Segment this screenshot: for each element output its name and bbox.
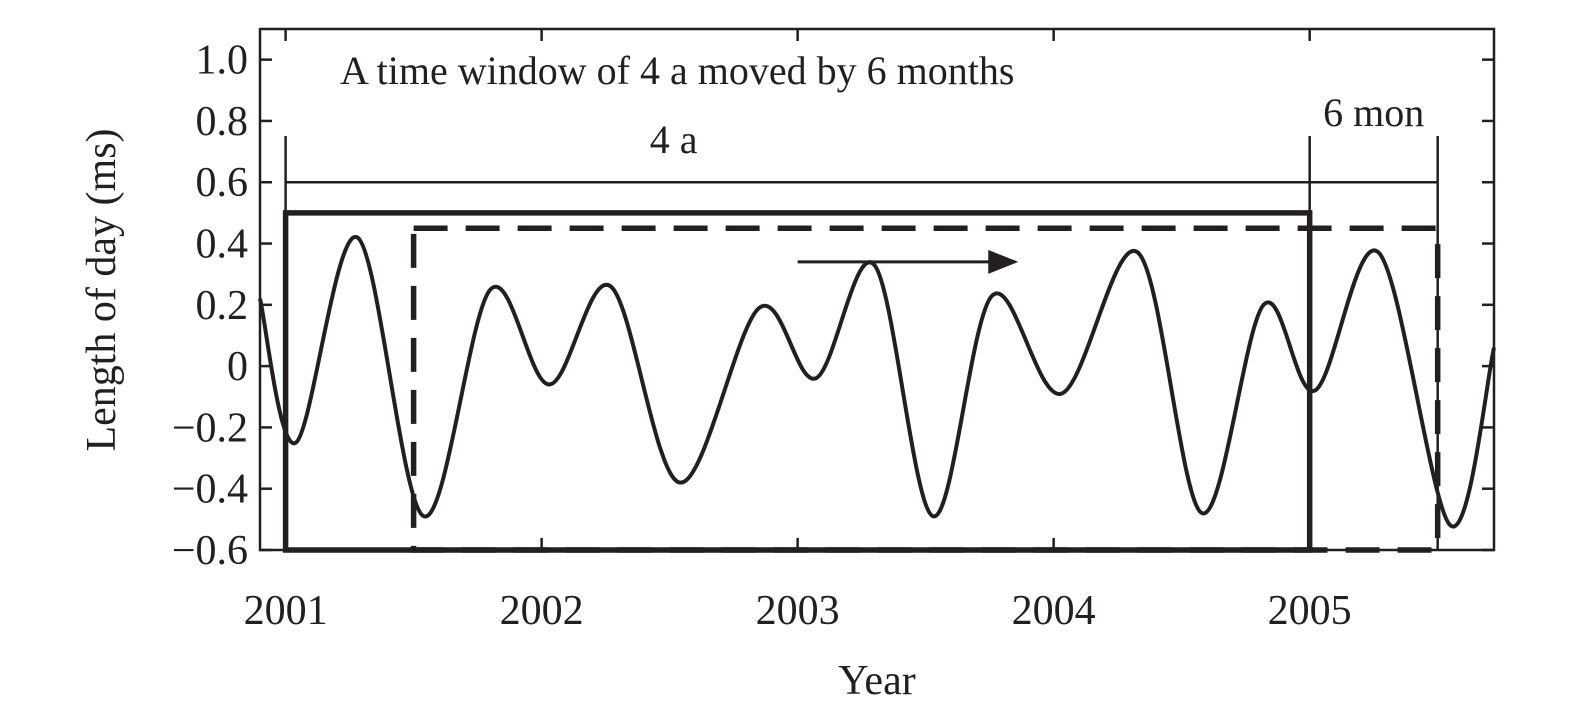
y-tick-label: 0.2	[196, 283, 249, 329]
data-point	[259, 297, 261, 300]
x-tick-label: 2005	[1268, 588, 1352, 634]
data-point	[873, 264, 876, 266]
window-initial-solid	[282, 210, 1313, 553]
data-point	[356, 236, 359, 239]
y-axis-title: Length of day (ms)	[79, 128, 125, 451]
data-point	[1060, 392, 1063, 395]
data-point	[548, 383, 551, 386]
series-layer	[258, 235, 1496, 529]
data-point	[609, 285, 612, 288]
y-tick-label: 0.8	[196, 99, 249, 145]
series-line-0	[258, 235, 1496, 529]
x-tick-label: 2002	[500, 588, 584, 634]
data-point	[679, 481, 681, 484]
x-axis-title: Year	[838, 658, 915, 704]
data-point	[1201, 512, 1203, 515]
data-point	[1377, 251, 1380, 254]
y-tick-label: 0.4	[196, 222, 249, 268]
data-point	[295, 441, 297, 444]
y-tick-label: 1.0	[196, 38, 249, 84]
y-tick-label: −0.2	[172, 405, 248, 451]
x-tick-label: 2001	[244, 588, 328, 634]
data-point	[423, 515, 425, 518]
x-tick-label: 2004	[1012, 588, 1096, 634]
data-point	[1449, 524, 1452, 527]
data-point	[1262, 304, 1265, 306]
y-tick-label: −0.6	[172, 528, 248, 574]
data-point	[489, 288, 492, 291]
chart-annotation: A time window of 4 a moved by 6 months	[340, 48, 1014, 93]
y-tick-label: 0.6	[196, 160, 249, 206]
span-markers	[284, 136, 1439, 550]
time-windows	[282, 210, 1441, 553]
span-label-6mon: 6 mon	[1323, 90, 1424, 135]
ticks-layer: −0.6 −0.4 −0.2 0 0.2 0.4 0.6 0.8 1.0 2001 2002 2003…	[172, 29, 1494, 634]
data-point	[1313, 389, 1316, 392]
data-point	[1493, 346, 1495, 349]
span-label-4a: 4 a	[650, 117, 698, 162]
data-point	[814, 377, 817, 380]
data-point	[991, 294, 994, 297]
y-tick-label: 0	[227, 344, 248, 390]
data-point	[758, 307, 761, 309]
data-point	[1137, 251, 1139, 254]
x-tick-label: 2003	[756, 588, 840, 634]
y-tick-label: −0.4	[172, 467, 248, 513]
data-point	[932, 515, 935, 518]
